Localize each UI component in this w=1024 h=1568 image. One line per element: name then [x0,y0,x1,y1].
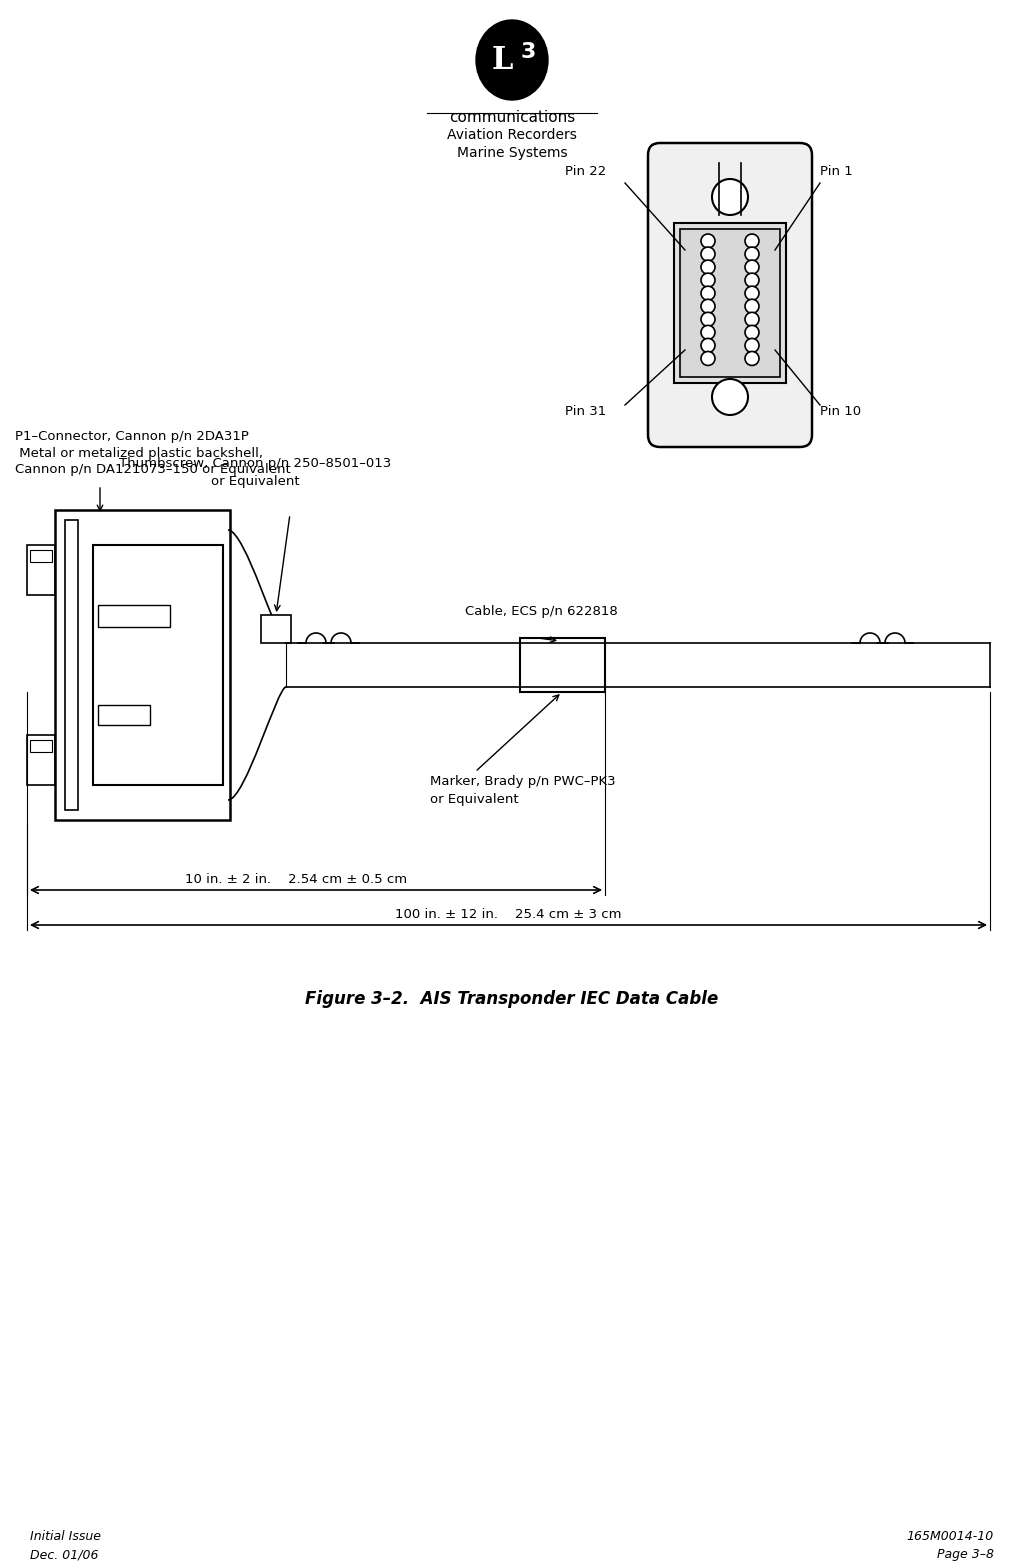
Circle shape [701,234,715,248]
Circle shape [701,273,715,287]
Ellipse shape [476,20,548,100]
Circle shape [745,287,759,299]
Text: Metal or metalized plastic backshell,: Metal or metalized plastic backshell, [15,447,263,459]
Circle shape [745,234,759,248]
Circle shape [701,248,715,260]
Bar [261,615,291,643]
Bar [520,638,605,691]
Text: L: L [492,44,513,75]
Bar [30,740,52,753]
Text: Aviation Recorders: Aviation Recorders [447,129,577,143]
Text: Dec. 01/06: Dec. 01/06 [30,1548,98,1562]
Text: Marker, Brady p/n PWC–PK3: Marker, Brady p/n PWC–PK3 [430,775,615,789]
Circle shape [745,260,759,274]
Text: Pin 1: Pin 1 [820,165,853,179]
Text: 10 in. ± 2 in.    2.54 cm ± 0.5 cm: 10 in. ± 2 in. 2.54 cm ± 0.5 cm [185,873,408,886]
Bar [30,550,52,561]
Text: or Equivalent: or Equivalent [430,793,518,806]
Circle shape [745,339,759,353]
Text: Pin 10: Pin 10 [820,405,861,419]
Text: Page 3–8: Page 3–8 [937,1548,994,1562]
Text: P1–Connector, Cannon p/n 2DA31P: P1–Connector, Cannon p/n 2DA31P [15,430,249,444]
Circle shape [701,339,715,353]
Bar [93,546,223,786]
Text: Pin 31: Pin 31 [565,405,606,419]
Text: 3: 3 [520,42,536,63]
Bar [674,223,786,383]
Circle shape [701,312,715,326]
Bar [27,735,55,786]
Circle shape [701,260,715,274]
Text: Thumbscrew, Cannon p/n 250–8501–013
or Equivalent: Thumbscrew, Cannon p/n 250–8501–013 or E… [119,456,391,488]
Text: Initial Issue: Initial Issue [30,1530,101,1543]
Text: Figure 3–2.  AIS Transponder IEC Data Cable: Figure 3–2. AIS Transponder IEC Data Cab… [305,989,719,1008]
Bar [55,510,230,820]
Circle shape [745,326,759,339]
Bar [98,706,150,724]
Circle shape [701,299,715,314]
Circle shape [745,351,759,365]
Text: Pin 22: Pin 22 [565,165,606,179]
Circle shape [745,299,759,314]
Circle shape [745,273,759,287]
Circle shape [701,351,715,365]
Circle shape [701,326,715,339]
Circle shape [701,287,715,299]
Circle shape [745,312,759,326]
Bar [65,521,78,811]
Text: communications: communications [449,110,575,125]
Circle shape [745,248,759,260]
Text: 100 in. ± 12 in.    25.4 cm ± 3 cm: 100 in. ± 12 in. 25.4 cm ± 3 cm [394,908,622,920]
FancyBboxPatch shape [648,143,812,447]
Circle shape [712,379,748,416]
Text: Marine Systems: Marine Systems [457,146,567,160]
Text: Cannon p/n DA121073–150 or Equivalent: Cannon p/n DA121073–150 or Equivalent [15,463,291,477]
Text: 165M0014-10: 165M0014-10 [906,1530,994,1543]
Circle shape [712,179,748,215]
Bar [680,229,780,376]
Bar [98,605,170,627]
Text: Cable, ECS p/n 622818: Cable, ECS p/n 622818 [465,605,617,618]
Bar [27,546,55,594]
